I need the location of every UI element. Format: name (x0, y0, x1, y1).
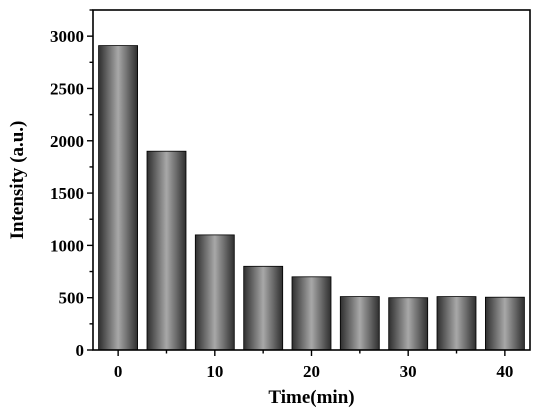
axes-layer: 0 500 1000 1500 2000 2500 3000 0 10 20 30 40 (50, 9, 513, 381)
bar-t40 (484, 296, 525, 351)
y-tick-label-0: 0 (76, 341, 85, 360)
y-tick-label-2500: 2500 (50, 79, 84, 98)
bar-t25 (339, 296, 380, 351)
bar-t0 (98, 45, 138, 351)
y-tick-label-1500: 1500 (50, 184, 84, 203)
bars-layer (98, 45, 525, 351)
y-tick-label-3000: 3000 (50, 27, 84, 46)
y-tick-label-1000: 1000 (50, 236, 84, 255)
x-tick-label-30: 30 (400, 362, 417, 381)
bar-t15 (243, 265, 284, 351)
bar-t10 (194, 234, 235, 351)
bar-t30 (388, 297, 429, 351)
x-tick-label-0: 0 (114, 362, 123, 381)
bar-t20 (291, 276, 332, 351)
y-tick-label-500: 500 (59, 289, 85, 308)
y-tick-label-2000: 2000 (50, 132, 84, 151)
x-axis-title: Time(min) (268, 387, 354, 408)
y-axis-title: Intensity (a.u.) (7, 121, 28, 240)
bar-t35 (436, 296, 477, 351)
x-tick-label-40: 40 (496, 362, 513, 381)
x-tick-label-20: 20 (303, 362, 320, 381)
bar-t5 (146, 150, 187, 351)
x-tick-label-10: 10 (206, 362, 223, 381)
